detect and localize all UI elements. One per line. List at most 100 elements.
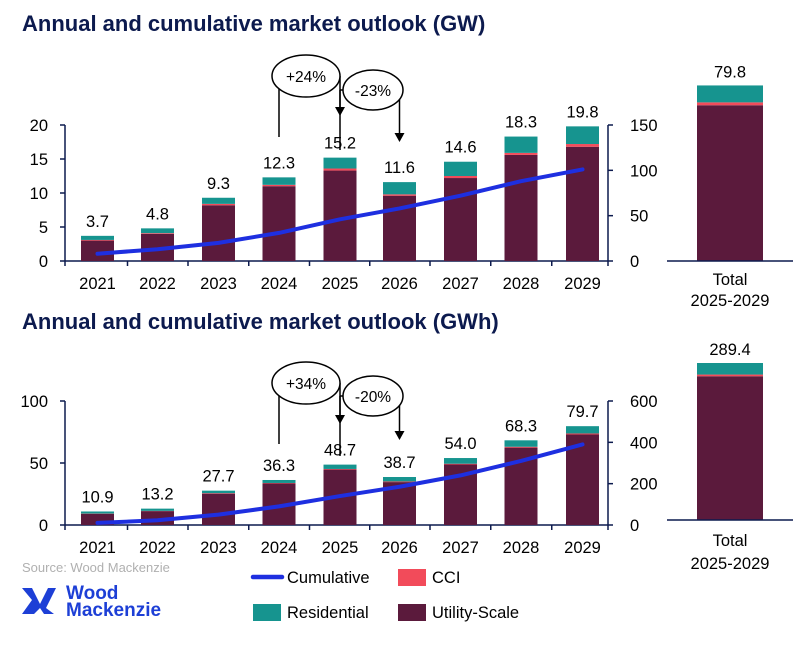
bar-data-label: 36.3 — [263, 457, 295, 475]
category-label: 2027 — [442, 539, 479, 557]
bar-utility-scale — [81, 513, 114, 525]
growth-bubble — [342, 69, 404, 111]
bar-cci — [444, 176, 477, 179]
bar-cci — [566, 433, 599, 435]
bar-data-label: 13.2 — [141, 486, 173, 504]
left-tick-label: 100 — [20, 393, 48, 411]
category-label: 2029 — [564, 539, 601, 557]
bar-residential — [141, 228, 174, 234]
left-tick-label: 5 — [39, 219, 48, 237]
bar-utility-scale — [444, 178, 477, 261]
chart-title: Annual and cumulative market outlook (GW… — [22, 11, 485, 36]
bar-data-label: 10.9 — [81, 488, 113, 506]
bar-utility-scale — [566, 434, 599, 525]
bar-utility-scale — [202, 205, 235, 261]
bar-utility-scale — [81, 240, 114, 261]
total-data-label: 79.8 — [714, 63, 746, 81]
bar-data-label: 38.7 — [383, 454, 415, 472]
growth-arrowhead — [394, 431, 405, 440]
total-bar-cci — [697, 374, 763, 377]
total-bar-residential — [697, 85, 763, 103]
bar-cci — [323, 168, 357, 171]
bar-cci — [383, 481, 416, 483]
growth-bubble-label: +34% — [286, 376, 326, 393]
bar-residential — [323, 464, 357, 469]
bar-cci — [81, 239, 114, 241]
bar-residential — [444, 458, 477, 464]
legend-label-cci: CCI — [432, 569, 460, 587]
total-label: Total — [713, 532, 748, 550]
bar-utility-scale — [262, 186, 296, 261]
bar-utility-scale — [566, 146, 599, 261]
bar-data-label: 18.3 — [505, 114, 537, 132]
bar-residential — [262, 479, 296, 483]
category-label: 2023 — [200, 539, 237, 557]
total-bar-cci — [697, 102, 763, 106]
total-label: Total — [713, 271, 748, 289]
bar-cci — [566, 144, 599, 147]
category-label: 2021 — [79, 275, 116, 293]
bar-utility-scale — [504, 154, 538, 261]
bar-residential — [504, 440, 538, 447]
category-label: 2021 — [79, 539, 116, 557]
total-data-label: 289.4 — [709, 341, 750, 359]
cumulative-line — [95, 167, 585, 256]
category-label: 2022 — [139, 275, 176, 293]
growth-bubble — [271, 54, 341, 98]
category-label: 2025 — [322, 539, 359, 557]
bar-data-label: 68.3 — [505, 417, 537, 435]
growth-arrowhead — [394, 133, 405, 142]
right-tick-label: 0 — [630, 517, 639, 535]
legend-swatch-cci — [398, 569, 426, 586]
bar-residential — [323, 157, 357, 169]
growth-bubble — [342, 375, 404, 417]
category-label: 2026 — [381, 539, 418, 557]
bar-data-label: 12.3 — [263, 154, 295, 172]
category-label: 2024 — [261, 275, 298, 293]
cumulative-line — [95, 442, 585, 525]
bar-cci — [202, 203, 235, 206]
legend-label-cumulative: Cumulative — [287, 569, 370, 587]
total-label: 2025-2029 — [691, 555, 770, 573]
left-tick-label: 15 — [30, 151, 48, 169]
bar-cci — [444, 463, 477, 465]
bar-cci — [504, 446, 538, 448]
total-bar-residential — [697, 363, 763, 375]
left-tick-label: 10 — [30, 185, 48, 203]
category-label: 2022 — [139, 539, 176, 557]
bar-residential — [444, 161, 477, 176]
legend-label-residential: Residential — [287, 604, 369, 622]
logo-wordmark: Mackenzie — [66, 600, 161, 621]
bar-residential — [504, 136, 538, 153]
category-label: 2025 — [322, 275, 359, 293]
bar-residential — [141, 508, 174, 511]
bar-residential — [202, 490, 235, 494]
right-tick-label: 0 — [630, 253, 639, 271]
growth-bubble-label: +24% — [286, 69, 326, 86]
bar-cci — [323, 468, 357, 470]
bar-data-label: 3.7 — [86, 213, 109, 231]
category-label: 2027 — [442, 275, 479, 293]
bar-cci — [383, 194, 416, 196]
left-tick-label: 0 — [39, 253, 48, 271]
logo-wordmark: Wood — [66, 583, 118, 604]
bar-cci — [262, 184, 296, 187]
right-tick-label: 200 — [630, 476, 658, 494]
right-tick-label: 600 — [630, 393, 658, 411]
category-label: 2028 — [503, 275, 540, 293]
bar-residential — [202, 197, 235, 204]
total-label: 2025-2029 — [691, 292, 770, 310]
bar-data-label: 54.0 — [444, 435, 476, 453]
bar-residential — [262, 177, 296, 185]
category-label: 2028 — [503, 539, 540, 557]
category-label: 2029 — [564, 275, 601, 293]
wood-mackenzie-logo-icon — [22, 588, 56, 614]
left-tick-label: 0 — [39, 517, 48, 535]
bar-data-label: 4.8 — [146, 205, 169, 223]
source-note: Source: Wood Mackenzie — [22, 560, 170, 575]
growth-bubble — [271, 361, 341, 405]
right-tick-label: 50 — [630, 208, 648, 226]
bar-data-label: 19.8 — [566, 103, 598, 121]
right-tick-label: 100 — [630, 162, 658, 180]
